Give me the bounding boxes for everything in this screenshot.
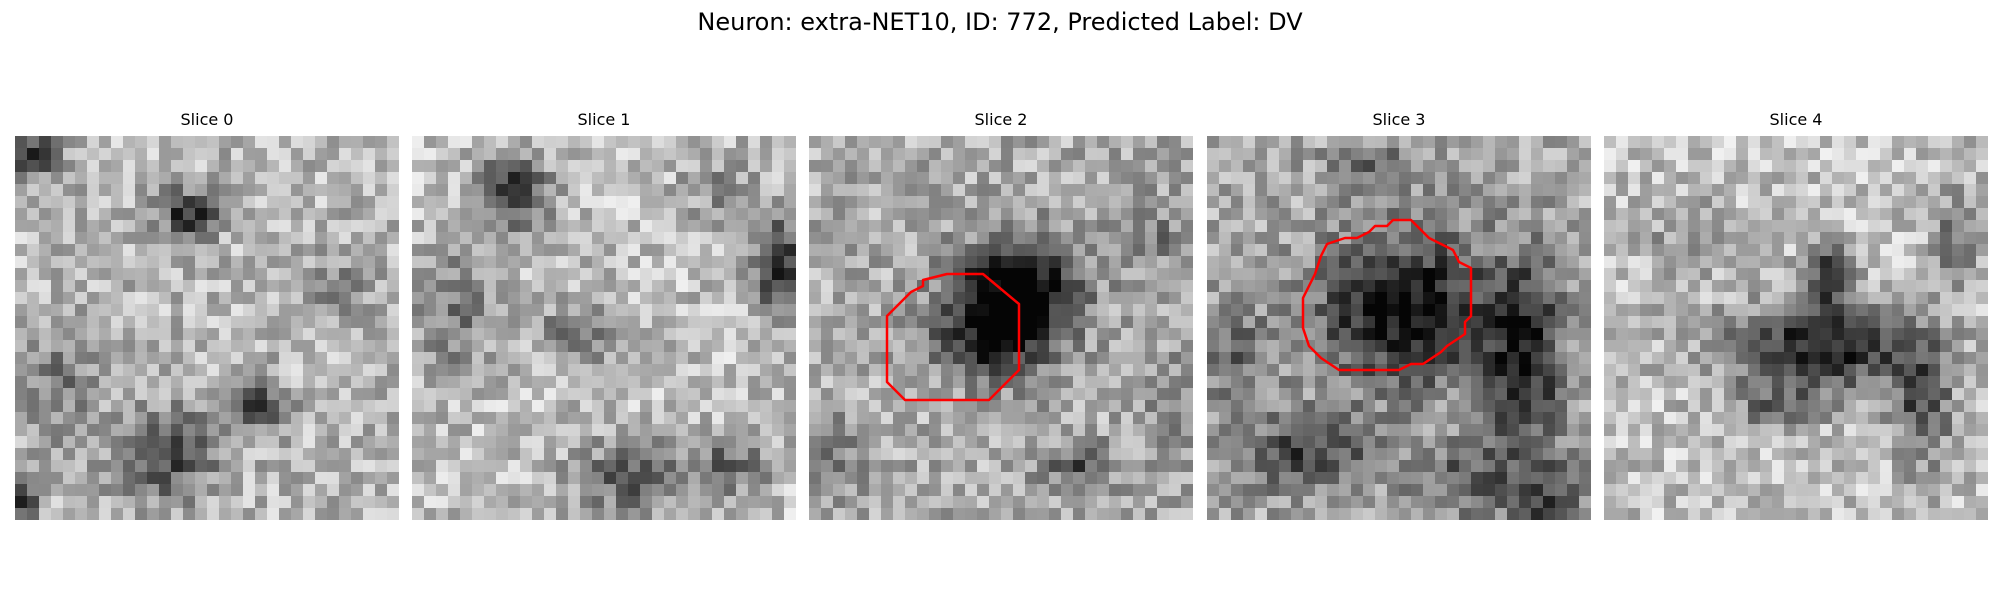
figure-title: Neuron: extra-NET10, ID: 772, Predicted …: [697, 8, 1303, 36]
segmentation-contour: [885, 272, 1021, 402]
slice-panel-1: Slice 1: [412, 104, 796, 520]
slice-image: [412, 136, 796, 520]
slice-image: [809, 136, 1193, 520]
slice-image: [1207, 136, 1591, 520]
slice-panel-3: Slice 3: [1207, 104, 1591, 520]
slice-title: Slice 1: [577, 110, 631, 129]
grayscale-slice-picture: [1604, 136, 1988, 520]
slice-image: [1604, 136, 1988, 520]
slice-title: Slice 3: [1372, 110, 1426, 129]
slice-panel-4: Slice 4: [1604, 104, 1988, 520]
slice-title: Slice 2: [974, 110, 1028, 129]
slice-panel-0: Slice 0: [15, 104, 399, 520]
grayscale-slice-picture: [412, 136, 796, 520]
slice-panel-2: Slice 2: [809, 104, 1193, 520]
grayscale-slice-picture: [1207, 136, 1591, 520]
slice-image: [15, 136, 399, 520]
grayscale-slice-picture: [809, 136, 1193, 520]
grayscale-slice-picture: [15, 136, 399, 520]
slice-title: Slice 0: [180, 110, 234, 129]
segmentation-contour: [1301, 218, 1473, 372]
slice-title: Slice 4: [1769, 110, 1823, 129]
